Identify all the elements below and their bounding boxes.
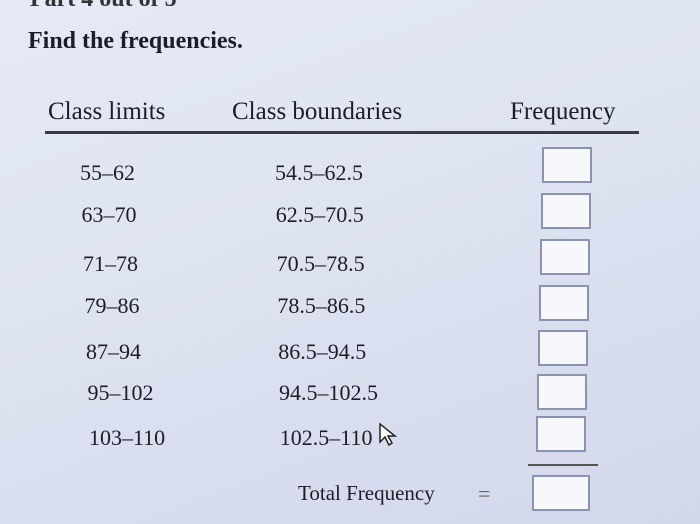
sum-rule	[528, 464, 598, 466]
instruction: Find the frequencies.	[28, 28, 243, 54]
total-input[interactable]	[532, 475, 590, 511]
frequency-input[interactable]	[537, 374, 587, 410]
part-indicator: Part 4 out of 5	[30, 0, 177, 13]
class-limit: 71–78	[83, 251, 138, 276]
frequency-input[interactable]	[538, 330, 588, 366]
total-label: Total Frequency	[298, 481, 435, 505]
class-boundary: 94.5–102.5	[279, 380, 378, 405]
frequency-input[interactable]	[539, 285, 589, 321]
equals-sign: =	[478, 481, 491, 506]
column-header: Class limits	[48, 98, 166, 125]
header-rule	[45, 131, 639, 134]
class-limit: 87–94	[86, 339, 141, 364]
frequency-input[interactable]	[542, 147, 592, 183]
frequency-input[interactable]	[541, 193, 591, 229]
class-limit: 103–110	[89, 425, 166, 450]
class-limit: 95–102	[87, 380, 154, 405]
class-boundary: 102.5–110	[279, 425, 373, 450]
frequency-input[interactable]	[536, 416, 586, 452]
cursor	[379, 422, 398, 447]
class-boundary: 70.5–78.5	[276, 251, 365, 276]
frequency-input[interactable]	[540, 239, 590, 275]
class-limit: 79–86	[84, 293, 140, 318]
column-header: Frequency	[510, 98, 616, 125]
class-boundary: 78.5–86.5	[277, 293, 366, 318]
class-boundary: 62.5–70.5	[275, 202, 364, 227]
class-limit: 55–62	[80, 160, 135, 185]
class-boundary: 54.5–62.5	[275, 160, 363, 185]
class-boundary: 86.5–94.5	[278, 339, 367, 364]
column-header: Class boundaries	[232, 98, 403, 125]
class-limit: 63–70	[81, 202, 137, 227]
